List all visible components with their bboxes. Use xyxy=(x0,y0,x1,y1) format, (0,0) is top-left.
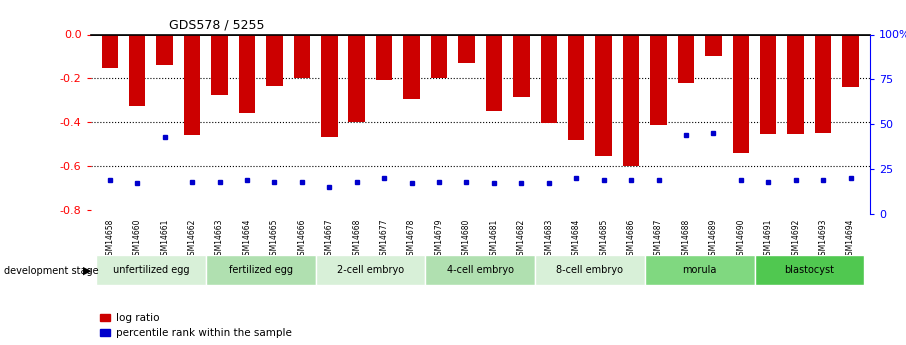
Text: 4-cell embryo: 4-cell embryo xyxy=(447,265,514,275)
Bar xyxy=(787,34,804,134)
Bar xyxy=(486,34,502,111)
Legend: log ratio, percentile rank within the sample: log ratio, percentile rank within the sa… xyxy=(96,309,295,342)
Bar xyxy=(678,34,694,83)
Bar xyxy=(266,34,283,86)
Text: morula: morula xyxy=(682,265,717,275)
Bar xyxy=(645,255,755,285)
Bar xyxy=(239,34,255,113)
Bar xyxy=(760,34,776,134)
Bar xyxy=(733,34,749,152)
Bar xyxy=(568,34,584,139)
Bar xyxy=(184,34,200,135)
Text: GDS578 / 5255: GDS578 / 5255 xyxy=(169,19,264,32)
Bar xyxy=(206,255,315,285)
Bar xyxy=(129,34,146,106)
Bar xyxy=(157,34,173,65)
Bar xyxy=(513,34,530,97)
Bar xyxy=(376,34,392,80)
Bar xyxy=(814,34,832,133)
Bar xyxy=(211,34,227,95)
Bar xyxy=(843,34,859,87)
Bar xyxy=(96,255,206,285)
Bar xyxy=(403,34,419,99)
Text: 8-cell embryo: 8-cell embryo xyxy=(556,265,623,275)
Bar xyxy=(294,34,310,78)
Text: ▶: ▶ xyxy=(83,266,92,276)
Bar xyxy=(315,255,425,285)
Bar xyxy=(541,34,557,123)
Bar xyxy=(101,34,118,68)
Bar xyxy=(425,255,535,285)
Bar xyxy=(622,34,640,166)
Bar xyxy=(755,255,864,285)
Bar xyxy=(595,34,612,156)
Bar xyxy=(705,34,721,56)
Bar xyxy=(458,34,475,63)
Text: development stage: development stage xyxy=(4,266,98,276)
Bar xyxy=(430,34,448,78)
Text: blastocyst: blastocyst xyxy=(785,265,834,275)
Bar xyxy=(321,34,338,137)
Bar xyxy=(349,34,365,122)
Text: fertilized egg: fertilized egg xyxy=(228,265,293,275)
Text: 2-cell embryo: 2-cell embryo xyxy=(337,265,404,275)
Bar xyxy=(535,255,645,285)
Text: unfertilized egg: unfertilized egg xyxy=(112,265,189,275)
Bar xyxy=(651,34,667,125)
